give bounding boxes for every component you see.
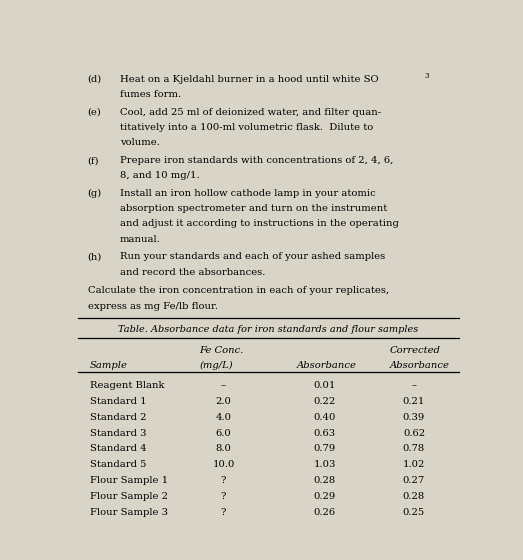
Text: –: – [412, 381, 416, 390]
Text: (mg/L): (mg/L) [199, 361, 233, 370]
Text: 0.22: 0.22 [314, 397, 336, 406]
Text: 4.0: 4.0 [215, 413, 232, 422]
Text: 0.63: 0.63 [314, 428, 336, 437]
Text: Run your standards and each of your ashed samples: Run your standards and each of your ashe… [120, 253, 385, 262]
Text: Flour Sample 3: Flour Sample 3 [90, 508, 168, 517]
Text: 0.25: 0.25 [403, 508, 425, 517]
Text: 0.26: 0.26 [314, 508, 336, 517]
Text: (h): (h) [88, 253, 102, 262]
Text: (e): (e) [88, 108, 101, 117]
Text: ?: ? [221, 492, 226, 501]
Text: 10.0: 10.0 [212, 460, 235, 469]
Text: Sample: Sample [90, 361, 128, 370]
Text: Heat on a Kjeldahl burner in a hood until white SO: Heat on a Kjeldahl burner in a hood unti… [120, 75, 379, 84]
Text: Standard 2: Standard 2 [90, 413, 146, 422]
Text: and adjust it according to instructions in the operating: and adjust it according to instructions … [120, 220, 399, 228]
Text: Standard 4: Standard 4 [90, 445, 146, 454]
Text: Flour Sample 1: Flour Sample 1 [90, 476, 168, 486]
Text: absorption spectrometer and turn on the instrument: absorption spectrometer and turn on the … [120, 204, 388, 213]
Text: Fe Conc.: Fe Conc. [199, 346, 244, 355]
Text: 1.02: 1.02 [403, 460, 425, 469]
Text: 0.29: 0.29 [314, 492, 336, 501]
Text: Absorbance: Absorbance [390, 361, 449, 370]
Text: Calculate the iron concentration in each of your replicates,: Calculate the iron concentration in each… [88, 287, 389, 296]
Text: Flour Sample 2: Flour Sample 2 [90, 492, 168, 501]
Text: Prepare iron standards with concentrations of 2, 4, 6,: Prepare iron standards with concentratio… [120, 156, 393, 165]
Text: titatively into a 100-ml volumetric flask.  Dilute to: titatively into a 100-ml volumetric flas… [120, 123, 373, 132]
Text: ?: ? [221, 476, 226, 486]
Text: fumes form.: fumes form. [120, 90, 181, 99]
Text: (f): (f) [88, 156, 99, 165]
Text: 0.39: 0.39 [403, 413, 425, 422]
Text: volume.: volume. [120, 138, 160, 147]
Text: Corrected: Corrected [390, 346, 440, 355]
Text: 0.40: 0.40 [314, 413, 336, 422]
Text: 8, and 10 mg/1.: 8, and 10 mg/1. [120, 171, 200, 180]
Text: express as mg Fe/lb flour.: express as mg Fe/lb flour. [88, 302, 218, 311]
Text: 6.0: 6.0 [215, 428, 231, 437]
Text: 1.03: 1.03 [314, 460, 336, 469]
Text: (g): (g) [88, 189, 102, 198]
Text: Standard 3: Standard 3 [90, 428, 146, 437]
Text: 2.0: 2.0 [215, 397, 231, 406]
Text: 3: 3 [425, 72, 429, 81]
Text: ?: ? [221, 508, 226, 517]
Text: 0.01: 0.01 [314, 381, 336, 390]
Text: and record the absorbances.: and record the absorbances. [120, 268, 266, 277]
Text: Cool, add 25 ml of deionized water, and filter quan-: Cool, add 25 ml of deionized water, and … [120, 108, 381, 117]
Text: Reagent Blank: Reagent Blank [90, 381, 164, 390]
Text: 0.27: 0.27 [403, 476, 425, 486]
Text: 8.0: 8.0 [215, 445, 231, 454]
Text: manual.: manual. [120, 235, 161, 244]
Text: 0.28: 0.28 [403, 492, 425, 501]
Text: Standard 5: Standard 5 [90, 460, 146, 469]
Text: 0.28: 0.28 [314, 476, 336, 486]
Text: Install an iron hollow cathode lamp in your atomic: Install an iron hollow cathode lamp in y… [120, 189, 376, 198]
Text: (d): (d) [88, 75, 102, 84]
Text: –: – [221, 381, 226, 390]
Text: Absorbance: Absorbance [297, 361, 356, 370]
Text: Table. Absorbance data for iron standards and flour samples: Table. Absorbance data for iron standard… [118, 325, 418, 334]
Text: Standard 1: Standard 1 [90, 397, 146, 406]
Text: 0.62: 0.62 [403, 428, 425, 437]
Text: 0.79: 0.79 [314, 445, 336, 454]
Text: 0.78: 0.78 [403, 445, 425, 454]
Text: 0.21: 0.21 [403, 397, 425, 406]
